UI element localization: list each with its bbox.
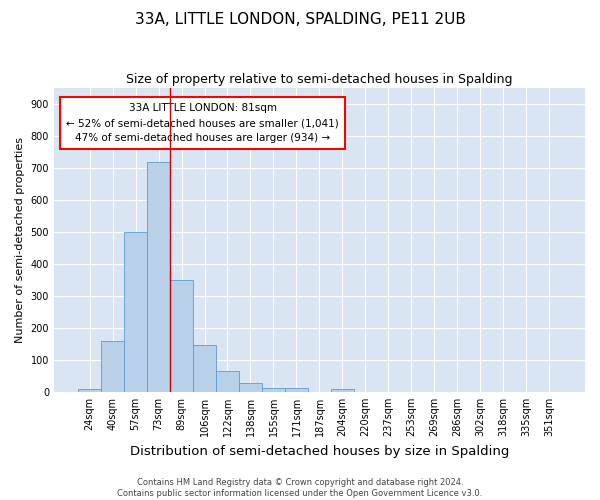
Bar [331, 389, 354, 392]
Bar [124, 232, 147, 392]
Bar [78, 388, 101, 392]
Title: Size of property relative to semi-detached houses in Spalding: Size of property relative to semi-detach… [126, 72, 513, 86]
Bar [262, 388, 285, 392]
Bar [193, 344, 216, 392]
Y-axis label: Number of semi-detached properties: Number of semi-detached properties [15, 137, 25, 343]
Bar [239, 383, 262, 392]
Bar [285, 388, 308, 392]
Text: Contains HM Land Registry data © Crown copyright and database right 2024.
Contai: Contains HM Land Registry data © Crown c… [118, 478, 482, 498]
Bar [101, 341, 124, 392]
X-axis label: Distribution of semi-detached houses by size in Spalding: Distribution of semi-detached houses by … [130, 444, 509, 458]
Bar [216, 371, 239, 392]
Text: 33A LITTLE LONDON: 81sqm
← 52% of semi-detached houses are smaller (1,041)
47% o: 33A LITTLE LONDON: 81sqm ← 52% of semi-d… [66, 103, 339, 143]
Text: 33A, LITTLE LONDON, SPALDING, PE11 2UB: 33A, LITTLE LONDON, SPALDING, PE11 2UB [134, 12, 466, 28]
Bar [170, 280, 193, 392]
Bar [147, 162, 170, 392]
